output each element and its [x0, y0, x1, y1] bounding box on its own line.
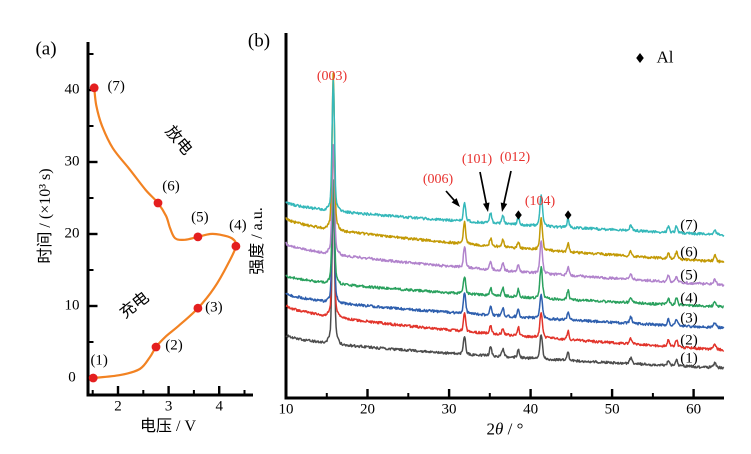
legend-al-diamond-icon — [636, 53, 644, 63]
state-point-(1) — [88, 373, 98, 383]
axes-group — [86, 33, 724, 400]
state-point-(7) — [89, 83, 99, 93]
state-point-(2) — [151, 342, 161, 352]
al-peak-diamond-marker — [515, 210, 522, 220]
state-point-(6) — [153, 198, 163, 208]
state-point-(4) — [231, 241, 241, 251]
al-peak-diamond-marker — [564, 210, 572, 220]
xrd-trace-(6) — [285, 72, 725, 264]
state-point-(3) — [193, 303, 203, 313]
xrd-trace-(2) — [285, 192, 725, 352]
voltage-time-curve-group — [88, 83, 241, 383]
annotation-shapes-group — [445, 53, 644, 220]
xrd-trace-(5) — [285, 143, 725, 287]
xrd-trace-(1) — [285, 191, 725, 370]
charge-discharge-curve — [93, 87, 238, 380]
state-point-(5) — [193, 232, 203, 242]
xrd-trace-(4) — [285, 179, 724, 309]
xrd-trace-(3) — [285, 190, 725, 330]
xrd-curves-group — [285, 72, 725, 370]
xrd-trace-(7) — [285, 79, 725, 237]
